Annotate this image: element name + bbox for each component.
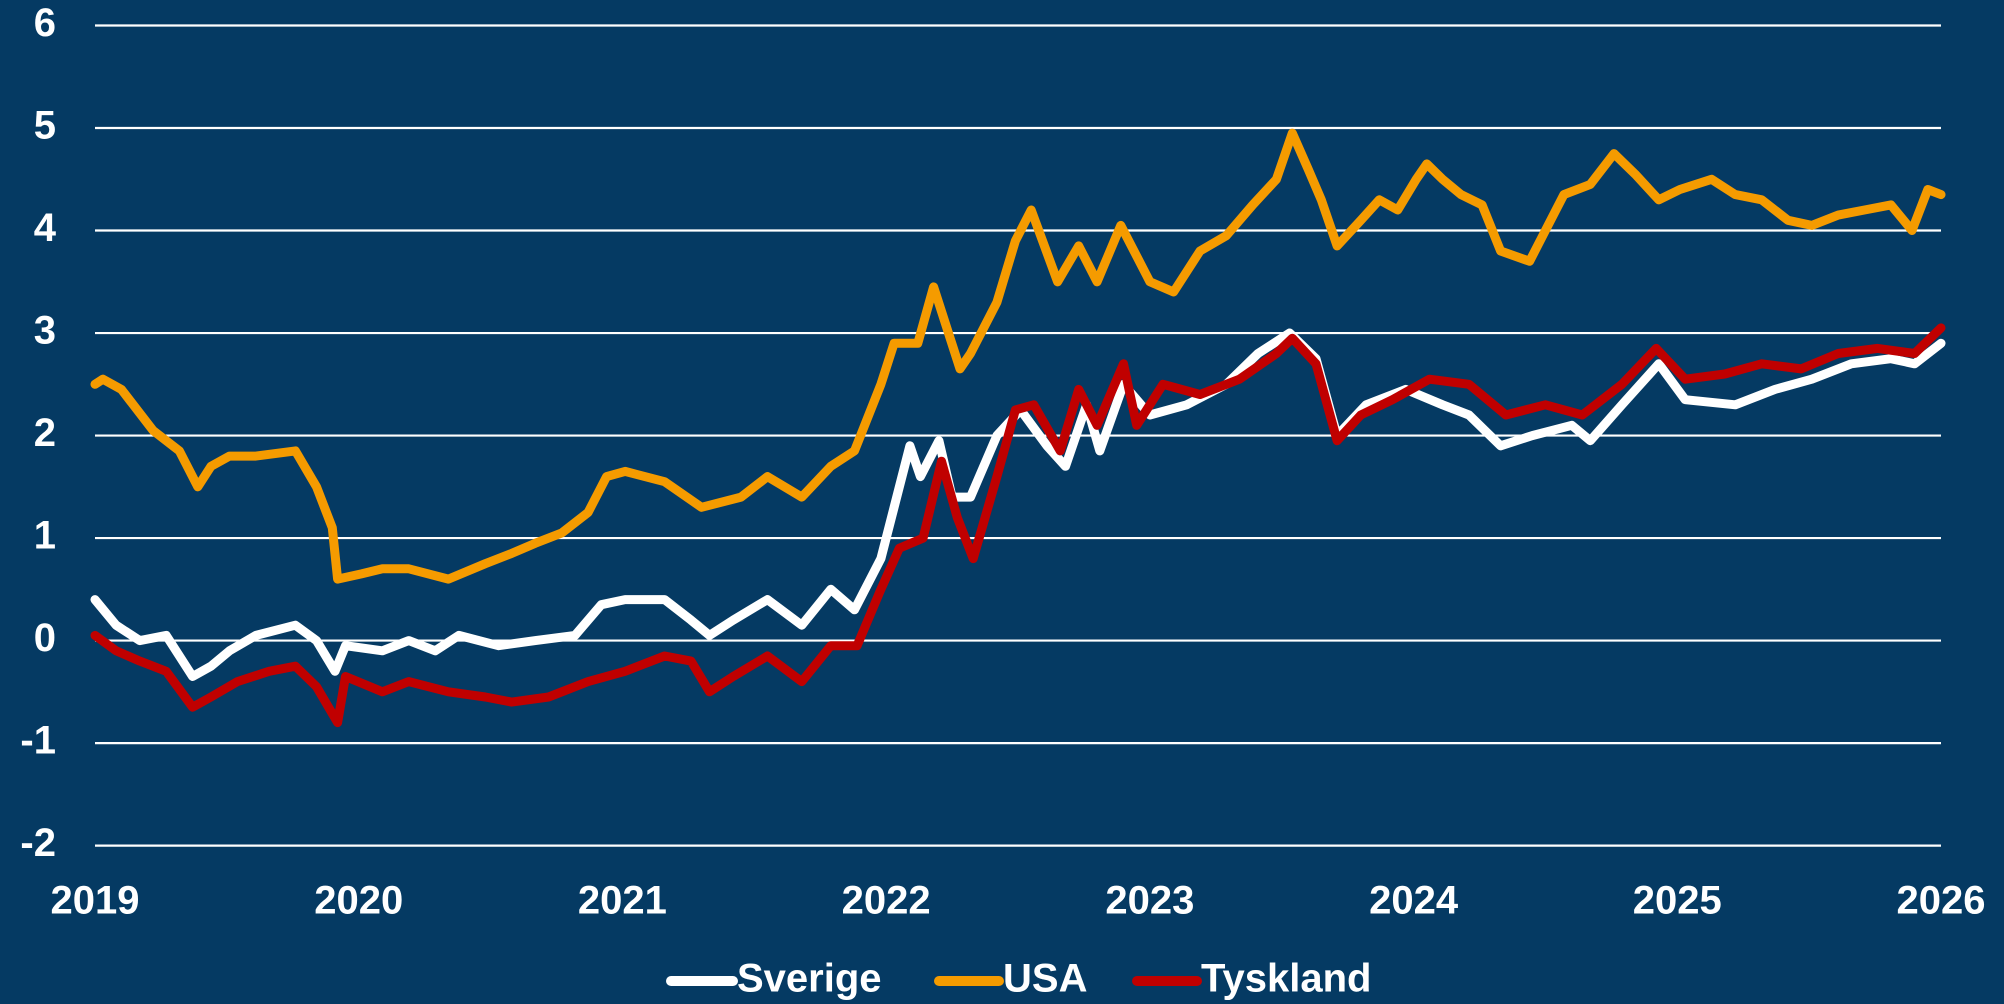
x-tick-label: 2020 xyxy=(314,879,403,923)
x-tick-label: 2022 xyxy=(842,879,931,923)
y-tick-label: 3 xyxy=(34,309,56,353)
y-tick-label: 1 xyxy=(34,514,56,558)
y-tick-label: 5 xyxy=(34,104,56,148)
y-tick-label: 6 xyxy=(34,1,56,45)
x-tick-label: 2025 xyxy=(1633,879,1722,923)
series-line xyxy=(90,323,1946,728)
x-tick-label: 2026 xyxy=(1897,879,1986,923)
legend-label: Sverige xyxy=(737,957,882,1001)
legend-label: USA xyxy=(1003,957,1087,1001)
x-tick-label: 2024 xyxy=(1369,879,1459,923)
y-tick-label: 4 xyxy=(34,206,57,250)
series-line xyxy=(90,128,1946,584)
legend-label: Tyskland xyxy=(1201,957,1371,1001)
y-tick-label: -2 xyxy=(20,821,56,865)
y-tick-label: -1 xyxy=(20,719,56,763)
x-tick-label: 2019 xyxy=(51,879,140,923)
x-tick-label: 2021 xyxy=(578,879,667,923)
y-tick-label: 0 xyxy=(34,616,56,660)
x-tick-label: 2023 xyxy=(1105,879,1194,923)
y-tick-label: 2 xyxy=(34,411,56,455)
